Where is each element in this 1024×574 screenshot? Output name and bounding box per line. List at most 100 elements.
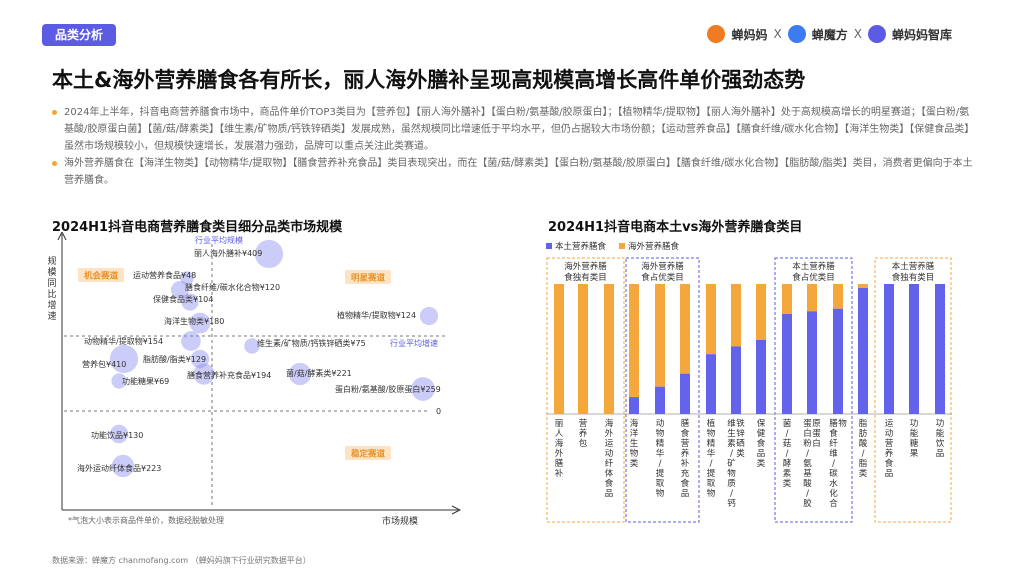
group-box <box>625 257 700 523</box>
bubble-label: 菌/菇/酵素类¥221 <box>286 368 352 378</box>
category-label: 脂 <box>859 458 868 469</box>
bubble-label: 维生素/矿物质/钙铁锌硒类¥75 <box>257 338 366 348</box>
bar-overseas <box>604 284 614 414</box>
category-label: / <box>710 459 713 469</box>
category-label: 运 <box>605 439 614 449</box>
group-label: 食独有类目 <box>892 272 935 283</box>
bar-local <box>884 284 894 414</box>
bubble-label: 植物精华/提取物¥124 <box>337 310 416 320</box>
category-label: 膳 <box>829 418 838 429</box>
bubble <box>411 377 435 401</box>
y-axis-label: 速 <box>47 311 56 322</box>
category-label: 功 <box>910 418 919 429</box>
category-label: 膳 <box>681 418 690 429</box>
bar-overseas <box>680 284 690 374</box>
bubble-label: 脂肪酸/脂类¥129 <box>143 354 206 364</box>
category-label: 食 <box>829 428 838 439</box>
category-label: 酸 <box>859 438 868 449</box>
group-label: 食占优类目 <box>641 272 684 283</box>
category-label: 洋 <box>630 428 639 439</box>
category-label: 肪 <box>859 428 868 439</box>
category-label: 氨 <box>803 458 812 469</box>
category-label: 食 <box>605 478 614 489</box>
bar-overseas <box>629 284 639 398</box>
chart-note: *气泡大小表示商品件单价，数据经脱敏处理 <box>68 516 224 525</box>
bullet-2: 海外营养膳食在【海洋生物类】【动物精华/提取物】【膳食营养补充食品】类目表现突出… <box>52 155 977 189</box>
bubble <box>109 424 129 444</box>
category-label: 白 <box>803 428 812 439</box>
bubble <box>254 239 284 269</box>
category-label: 水 <box>829 478 838 489</box>
category-label: 精 <box>656 438 665 449</box>
category-label: 维 <box>727 418 736 429</box>
category-label: 能 <box>910 428 919 439</box>
chanmofang-logo-icon <box>787 25 806 43</box>
bar-overseas <box>756 284 766 340</box>
category-label: 海 <box>555 438 564 449</box>
category-label: 补 <box>555 468 564 479</box>
legend-swatch-local <box>546 243 552 249</box>
category-label: 碳 <box>829 468 838 479</box>
category-label: 类 <box>783 478 792 489</box>
category-label: 充 <box>681 468 690 479</box>
bubble <box>419 306 439 326</box>
category-label: 食 <box>681 478 690 489</box>
brand-name-1: 蝉妈妈 <box>731 27 768 42</box>
category-label: 品 <box>681 489 690 499</box>
group-label: 食独有类目 <box>564 272 607 283</box>
category-label: 合 <box>829 498 838 509</box>
category-label: 食 <box>885 458 894 469</box>
bubble-label: 膳食纤维/碳水化合物¥120 <box>185 282 280 292</box>
y-axis-label: 模 <box>47 267 56 278</box>
quadrant-tag <box>345 446 391 460</box>
quadrant-label: 机会赛道 <box>84 271 119 282</box>
bar-overseas <box>833 284 843 309</box>
category-label: 糖 <box>910 438 919 449</box>
bubble-label: 功能糖果¥69 <box>122 376 169 386</box>
quadrant-tag <box>345 270 391 284</box>
bubble <box>189 312 211 334</box>
y-axis-label: 比 <box>47 288 56 300</box>
bar-local <box>782 313 792 414</box>
category-label: 类 <box>757 458 766 469</box>
category-label: 膳 <box>555 458 564 469</box>
category-label: 动 <box>656 418 665 429</box>
category-label: 酸 <box>803 478 812 489</box>
bubble <box>109 344 139 374</box>
bubble-label: 海洋生物类¥180 <box>164 316 224 326</box>
category-label: 外 <box>605 428 614 439</box>
bubble <box>180 271 194 285</box>
category-label: 类 <box>859 468 868 479</box>
category-label: 植 <box>707 418 716 429</box>
category-label: 生 <box>630 438 639 449</box>
category-label: / <box>786 449 789 459</box>
category-label: 物 <box>727 468 736 479</box>
group-label: 海外营养膳 <box>564 261 607 272</box>
category-label: 纤 <box>829 438 838 449</box>
bubble <box>111 454 135 478</box>
category-label: 物 <box>707 428 716 439</box>
category-label: 物 <box>707 488 716 499</box>
category-label: 营 <box>579 418 588 429</box>
quadrant-label: 明星赛道 <box>351 273 386 284</box>
bubble-label: 丽人海外膳补¥409 <box>194 248 262 258</box>
bar-local <box>706 354 716 414</box>
category-label: 海 <box>605 418 614 429</box>
category-label: 蛋 <box>803 419 812 429</box>
brand-separator: X <box>853 27 862 41</box>
left-chart-title: 2024H1抖音电商营养膳食类目细分品类市场规模 <box>52 220 343 235</box>
category-label: 华 <box>656 448 665 459</box>
category-label: 提 <box>707 468 716 479</box>
category-label: 品 <box>757 449 766 459</box>
bubble <box>181 331 201 351</box>
group-label: 食占优类目 <box>792 272 835 283</box>
bar-overseas <box>706 284 716 355</box>
avg-growth-label: 行业平均增速 <box>390 338 438 348</box>
category-label: 食 <box>681 428 690 439</box>
right-chart-title: 2024H1抖音电商本土vs海外营养膳食类目 <box>548 220 803 235</box>
chanmama-logo-icon <box>707 25 726 43</box>
category-label: 动 <box>605 448 614 459</box>
category-label: 物 <box>656 428 665 439</box>
category-label: / <box>659 459 662 469</box>
